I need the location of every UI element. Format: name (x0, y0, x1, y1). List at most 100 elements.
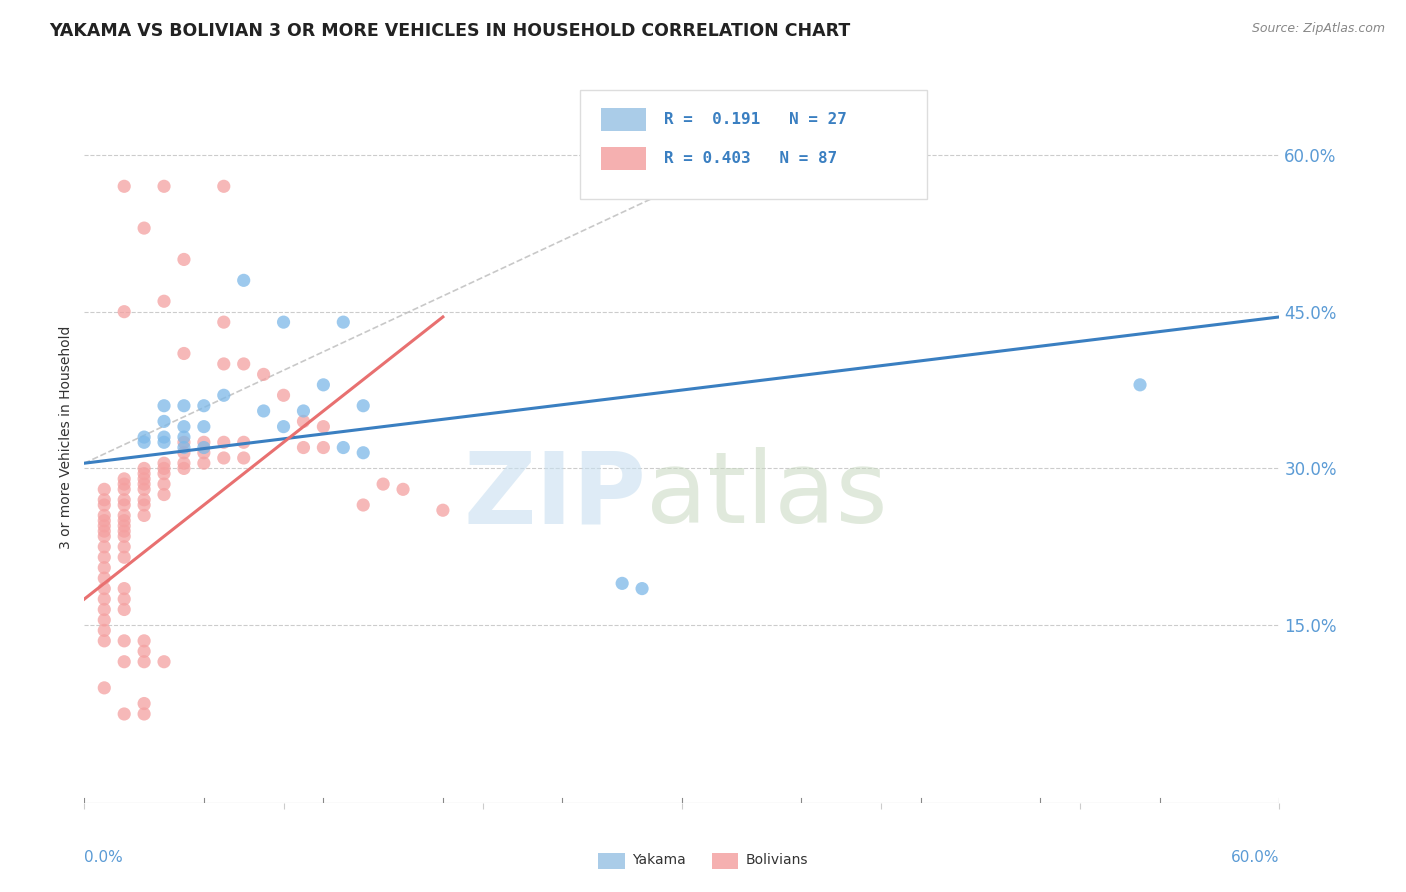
Text: Source: ZipAtlas.com: Source: ZipAtlas.com (1251, 22, 1385, 36)
Bar (599, 853, 624, 869)
Point (193, 456, 215, 470)
Point (232, 273, 254, 287)
Point (371, 477, 394, 491)
Point (112, 492, 135, 507)
Point (273, 419, 295, 434)
Point (132, 706, 156, 721)
Point (173, 461, 195, 475)
Point (153, 461, 176, 475)
Point (112, 498, 135, 512)
Point (352, 498, 374, 512)
Point (132, 483, 156, 497)
Point (112, 706, 135, 721)
Point (671, 185, 693, 199)
Point (112, 582, 135, 596)
Point (173, 419, 195, 434)
Point (112, 477, 135, 491)
Point (212, 388, 235, 402)
Point (212, 450, 235, 465)
Point (292, 441, 315, 455)
Point (193, 419, 215, 434)
Y-axis label: 3 or more Vehicles in Household: 3 or more Vehicles in Household (59, 326, 73, 549)
Point (112, 519, 135, 533)
Point (132, 221, 156, 235)
Point (232, 357, 254, 371)
Point (153, 655, 176, 669)
Point (273, 315, 295, 329)
Text: Bolivians: Bolivians (745, 853, 808, 867)
Point (112, 540, 135, 554)
Point (153, 477, 176, 491)
Point (173, 441, 195, 455)
Point (132, 644, 156, 658)
Point (132, 498, 156, 512)
Point (352, 446, 374, 460)
Point (153, 294, 176, 309)
Point (253, 368, 276, 382)
Point (132, 633, 156, 648)
Point (332, 441, 354, 455)
Point (173, 399, 195, 413)
Point (93, 483, 115, 497)
Point (312, 377, 335, 392)
Point (173, 446, 195, 460)
Point (112, 602, 135, 616)
Point (153, 456, 176, 470)
Point (112, 550, 135, 565)
Point (93, 602, 115, 616)
Point (93, 681, 115, 695)
Point (173, 346, 195, 360)
Text: R =  0.191   N = 27: R = 0.191 N = 27 (664, 112, 846, 128)
Point (93, 592, 115, 607)
Text: atlas: atlas (647, 447, 887, 544)
Point (93, 560, 115, 574)
Point (93, 524, 115, 538)
Point (193, 435, 215, 450)
Point (232, 450, 254, 465)
Point (173, 435, 195, 450)
Point (112, 655, 135, 669)
Point (312, 419, 335, 434)
Point (212, 179, 235, 194)
Point (253, 404, 276, 418)
Point (173, 252, 195, 267)
Point (153, 399, 176, 413)
Point (93, 550, 115, 565)
Point (332, 315, 354, 329)
Text: ZIP: ZIP (463, 447, 647, 544)
Point (153, 487, 176, 501)
Point (193, 441, 215, 455)
Bar (711, 853, 738, 869)
Point (132, 435, 156, 450)
Point (132, 697, 156, 711)
Point (112, 633, 135, 648)
Point (132, 430, 156, 444)
Point (93, 519, 115, 533)
Point (93, 498, 115, 512)
Point (93, 540, 115, 554)
Point (352, 399, 374, 413)
Point (132, 467, 156, 481)
Point (292, 414, 315, 428)
Bar (600, 146, 647, 170)
Point (112, 179, 135, 194)
Text: YAKAMA VS BOLIVIAN 3 OR MORE VEHICLES IN HOUSEHOLD CORRELATION CHART: YAKAMA VS BOLIVIAN 3 OR MORE VEHICLES IN… (49, 22, 851, 40)
Point (212, 357, 235, 371)
Text: 0.0%: 0.0% (84, 850, 124, 865)
Point (112, 592, 135, 607)
Point (112, 529, 135, 543)
Point (132, 655, 156, 669)
Point (173, 430, 195, 444)
Text: R = 0.403   N = 87: R = 0.403 N = 87 (664, 151, 837, 166)
Point (153, 430, 176, 444)
Point (193, 446, 215, 460)
Point (432, 503, 454, 517)
Point (153, 435, 176, 450)
Point (132, 492, 156, 507)
Point (93, 624, 115, 638)
Point (93, 613, 115, 627)
Point (112, 304, 135, 318)
Point (392, 483, 415, 497)
Point (612, 576, 634, 591)
Point (93, 492, 115, 507)
